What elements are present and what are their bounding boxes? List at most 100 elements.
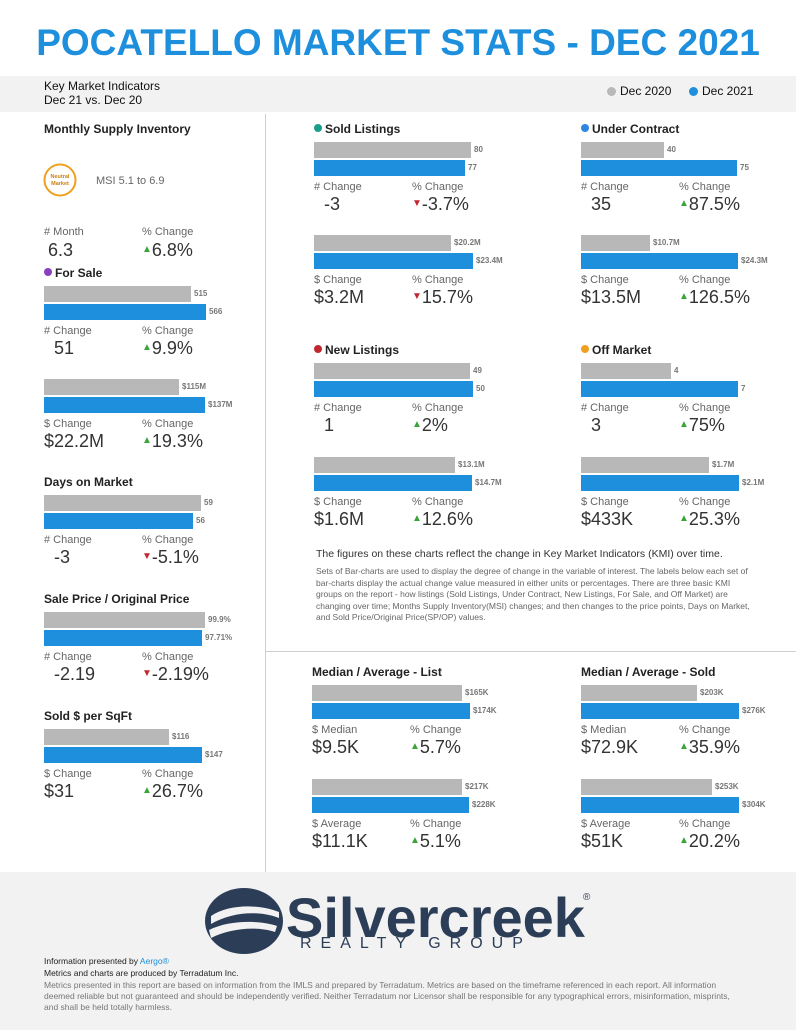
uc_count-pct-value: ▲87.5% [679,194,740,215]
logo-subtitle: REALTY GROUP [300,935,532,952]
list_median-bar-dec-2020 [312,685,462,701]
list_median-pct-value: ▲5.7% [410,737,461,758]
for_sale_count-pct-label: % Change [142,325,194,337]
off_count-pct-text: 75% [688,415,725,435]
sale_price_ratio-bar-dec-2020 [44,612,205,628]
list_average-pct-label: % Change [410,818,462,830]
page-title: POCATELLO MARKET STATS - DEC 2021 [36,22,760,63]
arrow-up-icon: ▲ [412,513,422,524]
list_median-bar-label: $174K [473,706,497,715]
svg-text:Market: Market [51,181,69,187]
days_on_market-pct-label: % Change [142,534,194,546]
sold_per_sqft-pct-value: ▲26.7% [142,781,203,802]
new_dollar-bar-dec-2021 [314,475,472,491]
list_average-change-label: $ Average [312,818,362,830]
new_count-pct-value: ▲2% [412,415,448,436]
sold_count-bar-dec-2020 [314,142,471,158]
for_sale_count-change-label: # Change [44,325,92,337]
sold_dollar-bar-dec-2020 [314,235,451,251]
list_median-bar-dec-2021 [312,703,470,719]
legend-label: Dec 2020 [620,84,672,98]
uc_count-bar-dec-2020 [581,142,664,158]
for_sale_count-title: For Sale [44,266,102,280]
off_count-bar-label: 7 [741,384,746,393]
new_count-bar-label: 50 [476,384,485,393]
days_on_market-pct-text: -5.1% [151,547,199,567]
arrow-up-icon: ▲ [679,835,689,846]
produced-by: Metrics and charts are produced by Terra… [44,968,239,978]
sold_dollar-change-value: $3.2M [314,287,365,307]
sold_count-dot-icon [314,124,322,132]
uc_count-bar-dec-2021 [581,160,737,176]
uc_count-bar-label: 40 [667,145,676,154]
legend-item-dec-2021: Dec 2021 [689,84,753,98]
sold_median-pct-label: % Change [679,724,731,736]
presented-by: Information presented by Aergo® [44,956,169,966]
logo-wordmark: Silvercreek [286,886,585,949]
sale_price_ratio-change-value: -2.19 [54,664,96,684]
arrow-up-icon: ▲ [679,291,689,302]
sold_count-bar-label: 77 [468,163,477,172]
new_count-pct-label: % Change [412,402,464,414]
for_sale_count-bar-dec-2021 [44,304,206,320]
sold_average-change-value: $51K [581,831,624,851]
uc_dollar-bar-label: $24.3M [741,256,768,265]
sold_average-bar-label: $304K [742,800,766,809]
for_sale_dollar-bar-dec-2021 [44,397,205,413]
legend-swatch-blue [689,87,698,97]
new_dollar-bar-label: $14.7M [475,478,502,487]
list_median-change-label: $ Median [312,724,358,736]
days_on_market-bar-dec-2020 [44,495,201,511]
legend-swatch-gray [607,87,616,97]
section-divider [265,651,796,652]
msi-num-label: # Month [44,226,84,238]
sold_per_sqft-pct-text: 26.7% [151,781,203,801]
for_sale_count-bar-dec-2020 [44,286,191,302]
new_count-change-label: # Change [314,402,362,414]
sold_median-bar-label: $276K [742,706,766,715]
kmi-comparison: Dec 21 vs. Dec 20 [44,93,143,107]
sold_count-bar-dec-2021 [314,160,465,176]
uc_count-change-value: 35 [591,194,612,214]
sold_median-title-text: Median / Average - Sold [581,665,716,679]
sale_price_ratio-pct-text: -2.19% [151,664,209,684]
new_count-bar-label: 49 [473,366,482,375]
for_sale_dollar-change-label: $ Change [44,418,92,430]
uc_dollar-pct-label: % Change [679,274,731,286]
sold_average-bar-dec-2020 [581,779,712,795]
aergo-link[interactable]: Aergo® [139,956,169,966]
for_sale_count-bar-label: 515 [194,289,208,298]
arrow-down-icon: ▼ [142,668,152,679]
sold_dollar-pct-text: 15.7% [421,287,473,307]
uc_dollar-bar-dec-2021 [581,253,738,269]
sold_median-change-value: $72.9K [581,737,639,757]
msi-num-value: 6.3 [48,240,74,260]
sold_dollar-pct-value: ▼15.7% [412,287,473,308]
sold_dollar-bar-dec-2021 [314,253,473,269]
msi-range: MSI 5.1 to 6.9 [96,175,165,187]
sold_per_sqft-change-label: $ Change [44,768,92,780]
sold_average-pct-text: 20.2% [688,831,740,851]
sold_median-bar-dec-2021 [581,703,739,719]
registered-mark: ® [583,892,591,903]
for_sale_count-change-value: 51 [54,338,75,358]
off_dollar-bar-dec-2020 [581,457,709,473]
sold_average-change-label: $ Average [581,818,631,830]
off_dollar-change-label: $ Change [581,496,629,508]
list_median-title-text: Median / Average - List [312,665,442,679]
uc_dollar-change-label: $ Change [581,274,629,286]
column-divider [265,114,266,872]
off_dollar-pct-value: ▲25.3% [679,509,740,530]
arrow-up-icon: ▲ [142,244,152,255]
sold_average-pct-value: ▲20.2% [679,831,740,852]
sale_price_ratio-bar-dec-2021 [44,630,202,646]
arrow-up-icon: ▲ [142,785,152,796]
neutral-market-badge-icon: Neutral Market [43,163,77,197]
sold_dollar-change-label: $ Change [314,274,362,286]
for_sale_dollar-bar-dec-2020 [44,379,179,395]
sold_per_sqft-title-text: Sold $ per SqFt [44,709,133,723]
uc_count-pct-text: 87.5% [688,194,740,214]
sold_dollar-bar-label: $23.4M [476,256,503,265]
arrow-up-icon: ▲ [412,419,422,430]
legend-label: Dec 2021 [702,84,754,98]
